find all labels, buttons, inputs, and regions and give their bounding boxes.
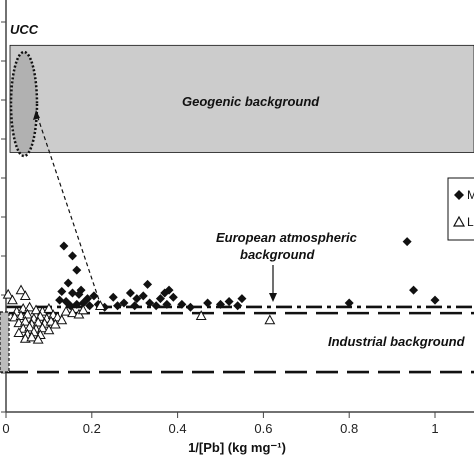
left-range-box [0,311,10,373]
point-l [19,315,31,326]
point-m [78,298,88,308]
x-tick-label: 0.2 [83,421,101,436]
point-m [162,299,172,309]
x-tick-label: 0 [2,421,9,436]
industrial-label: Industrial background [328,334,466,349]
point-m [89,291,99,301]
point-m [155,294,165,304]
legend-triangle-icon [452,215,466,227]
point-m [164,285,174,295]
point-l [56,314,68,325]
point-l [30,304,42,315]
ucc-arrow [35,111,102,307]
point-l [67,307,78,318]
point-l [195,310,207,320]
european-label: European atmospheric background [216,230,361,262]
point-m [113,301,123,311]
point-m [430,295,440,305]
legend: M L [447,177,474,241]
legend-label-m: M [467,188,474,202]
x-axis-title: 1/[Pb] (kg mg⁻¹) [188,440,286,455]
point-l [19,290,31,301]
geogenic-band [9,44,474,153]
european-arrowhead [269,293,277,302]
european-label-line2: background [240,247,315,262]
point-m [132,294,142,304]
point-m [59,241,69,251]
point-l [264,314,276,325]
point-m [130,301,140,311]
point-m [57,287,67,297]
x-tick-label: 0.4 [169,421,187,436]
point-l [6,294,18,305]
legend-label-l: L [467,215,474,229]
point-m [74,289,84,299]
point-m [185,302,195,312]
point-m [138,291,148,301]
point-m [402,237,412,247]
point-l [24,321,36,332]
ucc-label: UCC [10,22,39,37]
point-m [108,292,118,302]
point-m [177,299,187,309]
point-m [67,288,77,298]
point-l [43,303,55,313]
point-l [32,333,44,344]
legend-box [447,177,474,241]
x-ticks: 0 0.2 0.4 0.6 0.8 1 [2,412,439,436]
point-l [13,327,25,338]
point-l [24,301,36,312]
x-tick-label: 0.8 [340,421,358,436]
point-m [72,265,82,275]
point-l [94,300,106,310]
legend-diamond-icon [454,190,464,200]
point-m [216,299,225,309]
point-m [85,301,95,311]
x-tick-label: 1 [431,421,438,436]
point-m [67,251,77,261]
point-m [151,301,161,311]
point-m [119,298,129,308]
ucc-arrowhead [33,110,40,120]
point-m [344,298,354,308]
x-tick-label: 0.6 [254,421,272,436]
point-m [55,295,65,305]
ucc-ellipse [9,50,39,158]
geogenic-label: Geogenic background [182,94,320,109]
european-label-line1: European atmospheric [216,230,358,245]
point-m [168,292,178,302]
bands-layer [9,44,474,153]
point-m [203,298,213,308]
point-l [22,308,33,319]
point-l [60,305,72,316]
points-layer [2,237,440,344]
point-m [143,279,153,289]
point-l [43,324,55,335]
point-m [145,298,155,308]
point-m [125,288,135,298]
point-l [2,288,14,299]
point-m [224,297,234,307]
point-l [15,284,27,295]
point-m [237,294,247,304]
point-m [72,299,82,309]
point-m [409,285,419,295]
point-l [77,304,89,315]
point-m [63,278,73,288]
point-m [233,301,243,311]
point-l [26,331,38,342]
